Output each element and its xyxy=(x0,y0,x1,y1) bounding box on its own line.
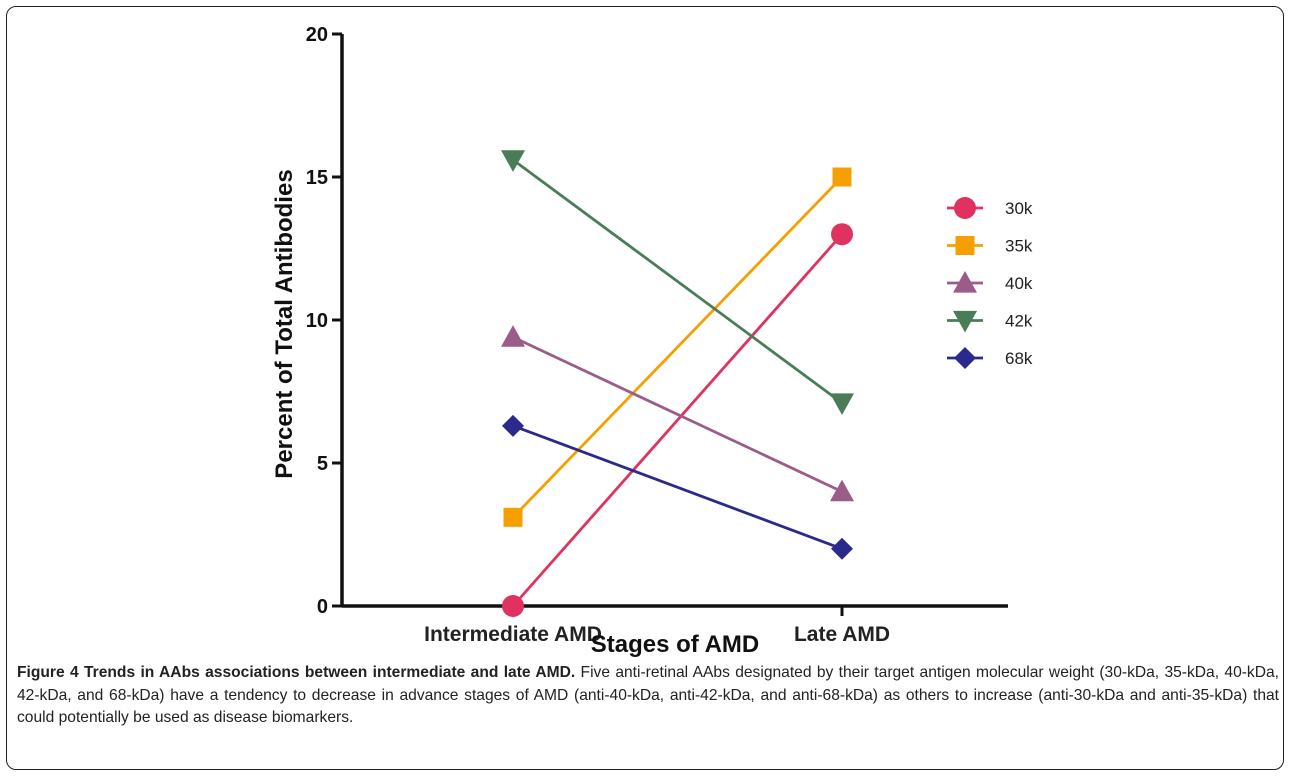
point-40k xyxy=(830,479,854,502)
point-30k xyxy=(831,223,853,246)
y-tick-label: 10 xyxy=(306,310,328,332)
series-line-42k xyxy=(512,158,843,405)
y-tick-label: 15 xyxy=(306,167,328,189)
caption-text: Five anti-retinal AAbs designated by the… xyxy=(17,664,1279,726)
legend-marker-40k xyxy=(953,271,977,293)
y-tick-label: 0 xyxy=(317,596,328,618)
point-30k xyxy=(502,595,524,617)
legend-label-68k: 68k xyxy=(1005,349,1033,368)
point-42k xyxy=(501,150,525,172)
y-tick-label: 5 xyxy=(317,453,328,475)
legend-marker-30k xyxy=(954,197,976,219)
line-chart: 0 5 10 15 20 Intermediate AMD Late AMD Stages o… xyxy=(271,24,1033,658)
point-42k xyxy=(830,393,854,415)
series-line-30k xyxy=(511,233,844,607)
figure-caption: Figure 4 Trends in AAbs associations bet… xyxy=(17,662,1279,730)
y-tick-label: 20 xyxy=(306,24,328,46)
point-35k xyxy=(832,167,852,187)
legend-marker-68k xyxy=(954,347,976,369)
legend-label-42k: 42k xyxy=(1005,312,1033,331)
point-35k xyxy=(503,507,523,527)
point-68k xyxy=(502,414,524,437)
x-tick-label: Late AMD xyxy=(794,623,890,646)
series-line-40k xyxy=(512,335,843,493)
legend-label-35k: 35k xyxy=(1005,237,1033,256)
x-axis-title: Stages of AMD xyxy=(591,631,759,658)
caption-title: Figure 4 Trends in AAbs associations bet… xyxy=(17,664,576,681)
legend-marker-42k xyxy=(953,310,977,333)
point-40k xyxy=(501,325,525,347)
point-68k xyxy=(831,537,853,560)
legend-label-30k: 30k xyxy=(1005,199,1033,218)
series-line-35k xyxy=(511,176,844,519)
y-axis-title: Percent of Total Antibodies xyxy=(271,169,298,478)
legend-marker-35k xyxy=(955,236,975,255)
legend-label-40k: 40k xyxy=(1005,274,1033,293)
x-tick-label: Intermediate AMD xyxy=(424,623,602,646)
figure-frame xyxy=(6,6,1284,770)
series-line-68k xyxy=(512,424,843,551)
